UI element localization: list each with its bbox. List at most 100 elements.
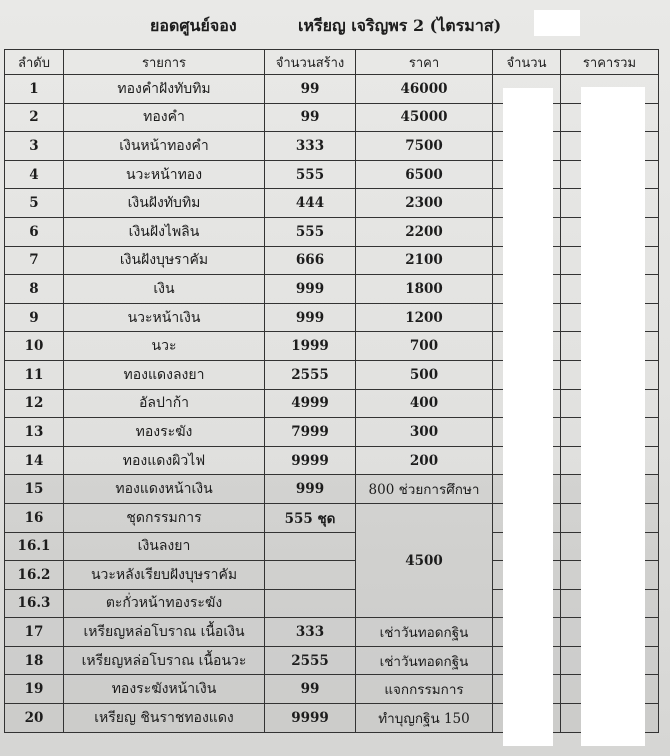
table-row: 19 ทองระฆังหน้าเงิน 99 แจกกรรมการ <box>4 674 659 705</box>
item-name: ทองคำฝังทับทิม <box>63 74 265 104</box>
item-name: เงินฝังไพลิน <box>63 216 265 247</box>
price: 46000 <box>355 74 493 104</box>
table-row: 2 ทองคำ 99 45000 <box>4 102 659 133</box>
price: เช่าวันทอดกฐิน <box>355 645 493 676</box>
item-name: นวะ <box>63 331 265 361</box>
row-number: 3 <box>4 131 64 161</box>
table-row: 16.3 ตะกั่วหน้าทองระฆัง <box>4 588 659 619</box>
price: 7500 <box>355 131 493 161</box>
price: 800 ช่วยการศึกษา <box>355 474 493 504</box>
price: 4500 <box>355 502 493 619</box>
row-number: 15 <box>4 474 64 504</box>
row-number: 16.1 <box>4 531 64 562</box>
header-total: ราคารวม <box>560 49 659 75</box>
redaction-box <box>581 87 645 746</box>
item-name: ทองแดงหน้าเงิน <box>63 474 265 504</box>
price: 1200 <box>355 302 493 333</box>
price: 2100 <box>355 245 493 276</box>
redaction-box <box>534 10 580 36</box>
row-number: 1 <box>4 74 64 104</box>
item-name: เหรียญ ชินราชทองแดง <box>63 703 265 733</box>
header-qty-made: จำนวนสร้าง <box>264 49 356 75</box>
row-number: 5 <box>4 188 64 218</box>
quantity-made: 2555 <box>264 645 356 676</box>
row-number: 12 <box>4 388 64 419</box>
table-row: 16.2 นวะหลังเรียบฝังบุษราคัม <box>4 560 659 590</box>
reservation-table: ลำดับ รายการ จำนวนสร้าง ราคา จำนวน ราคาร… <box>4 49 659 733</box>
quantity-made: 333 <box>264 131 356 161</box>
row-number: 8 <box>4 274 64 304</box>
item-name: เงินฝังทับทิม <box>63 188 265 218</box>
quantity-made: 666 <box>264 245 356 276</box>
header-amount: จำนวน <box>492 49 561 75</box>
price: 2300 <box>355 188 493 218</box>
item-name: เงิน <box>63 274 265 304</box>
quantity-made: 99 <box>264 674 356 705</box>
row-number: 16.3 <box>4 588 64 619</box>
row-number: 10 <box>4 331 64 361</box>
item-name: นวะหน้าทอง <box>63 159 265 190</box>
table-row: 14 ทองแดงผิวไฟ 9999 200 <box>4 445 659 476</box>
quantity-made: 4999 <box>264 388 356 419</box>
table-row: 20 เหรียญ ชินราชทองแดง 9999 ทำบุญกฐิน 150 <box>4 703 659 733</box>
row-number: 9 <box>4 302 64 333</box>
item-name: นวะหน้าเงิน <box>63 302 265 333</box>
price: 300 <box>355 417 493 447</box>
row-number: 2 <box>4 102 64 133</box>
row-number: 14 <box>4 445 64 476</box>
table-row: 13 ทองระฆัง 7999 300 <box>4 417 659 447</box>
table-row: 1 ทองคำฝังทับทิม 99 46000 <box>4 74 659 104</box>
table-row: 11 ทองแดงลงยา 2555 500 <box>4 359 659 390</box>
quantity-made <box>264 531 356 562</box>
header-item: รายการ <box>63 49 265 75</box>
item-name: ทองระฆัง <box>63 417 265 447</box>
price: 6500 <box>355 159 493 190</box>
table-row: 7 เงินฝังบุษราคัม 666 2100 <box>4 245 659 276</box>
row-number: 18 <box>4 645 64 676</box>
row-number: 20 <box>4 703 64 733</box>
item-name: นวะหลังเรียบฝังบุษราคัม <box>63 560 265 590</box>
table-row: 16.1 เงินลงยา <box>4 531 659 562</box>
row-number: 11 <box>4 359 64 390</box>
table-row: 18 เหรียญหล่อโบราณ เนื้อนวะ 2555 เช่าวันทอด… <box>4 645 659 676</box>
item-name: ชุดกรรมการ <box>63 502 265 533</box>
quantity-made: 9999 <box>264 703 356 733</box>
item-name: ทองคำ <box>63 102 265 133</box>
table-row: 17 เหรียญหล่อโบราณ เนื้อเงิน 333 เช่าวันทอด… <box>4 617 659 647</box>
quantity-made <box>264 560 356 590</box>
redaction-box <box>503 88 553 746</box>
row-number: 7 <box>4 245 64 276</box>
row-number: 19 <box>4 674 64 705</box>
row-number: 17 <box>4 617 64 647</box>
price: 45000 <box>355 102 493 133</box>
header-row: ลำดับ รายการ จำนวนสร้าง ราคา จำนวน ราคาร… <box>4 49 659 75</box>
item-name: เหรียญหล่อโบราณ เนื้อเงิน <box>63 617 265 647</box>
document-title-left: ยอดศูนย์จอง <box>150 16 237 35</box>
row-number: 16 <box>4 502 64 533</box>
quantity-made: 99 <box>264 102 356 133</box>
table-row: 8 เงิน 999 1800 <box>4 274 659 304</box>
quantity-made: 9999 <box>264 445 356 476</box>
item-name: ทองระฆังหน้าเงิน <box>63 674 265 705</box>
item-name: ตะกั่วหน้าทองระฆัง <box>63 588 265 619</box>
quantity-made: 99 <box>264 74 356 104</box>
header-no: ลำดับ <box>4 49 64 75</box>
document-title-right: เหรียญ เจริญพร 2 (ไตรมาส) <box>298 16 502 35</box>
item-name: เงินฝังบุษราคัม <box>63 245 265 276</box>
row-number: 6 <box>4 216 64 247</box>
item-name: อัลปาก้า <box>63 388 265 419</box>
item-name: เงินลงยา <box>63 531 265 562</box>
row-number: 13 <box>4 417 64 447</box>
quantity-made: 1999 <box>264 331 356 361</box>
price: เช่าวันทอดกฐิน <box>355 617 493 647</box>
price: 400 <box>355 388 493 419</box>
table-row: 6 เงินฝังไพลิน 555 2200 <box>4 216 659 247</box>
price: แจกกรรมการ <box>355 674 493 705</box>
table-row: 16 ชุดกรรมการ 555 ชุด 4500 <box>4 502 659 619</box>
item-name: ทองแดงลงยา <box>63 359 265 390</box>
row-number: 16.2 <box>4 560 64 590</box>
table-row: 3 เงินหน้าทองคำ 333 7500 <box>4 131 659 161</box>
quantity-made: 444 <box>264 188 356 218</box>
price: 2200 <box>355 216 493 247</box>
table-row: 15 ทองแดงหน้าเงิน 999 800 ช่วยการศึกษา <box>4 474 659 504</box>
